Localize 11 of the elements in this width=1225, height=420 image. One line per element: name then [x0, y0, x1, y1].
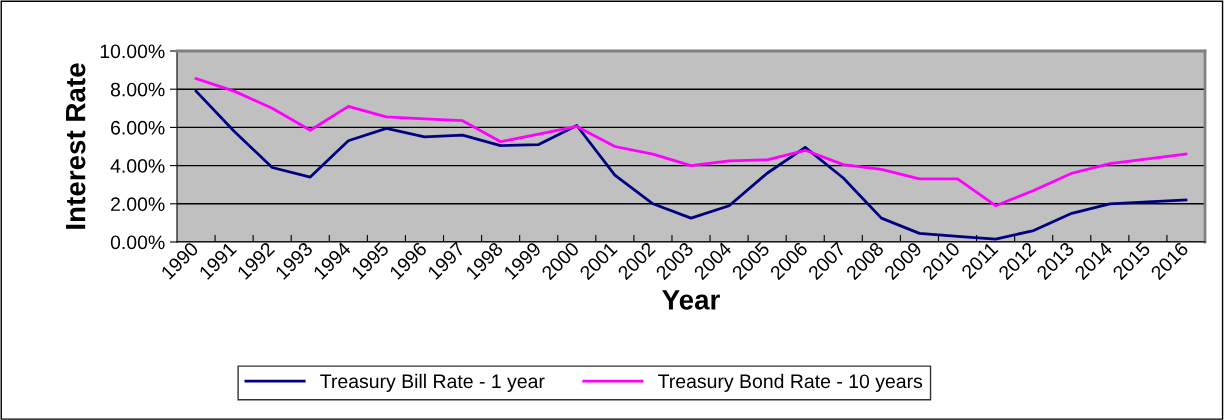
y-tick-label: 10.00% [100, 44, 165, 59]
y-axis-title: Interest Rate [66, 63, 86, 229]
legend-label: Treasury Bond Rate - 10 years [658, 373, 923, 392]
x-axis-title: Year [662, 290, 720, 310]
y-tick-label: 4.00% [110, 159, 165, 173]
y-tick-label: 2.00% [111, 197, 165, 212]
y-tick-label: 6.00% [111, 120, 165, 135]
y-tick-label: 8.00% [110, 82, 165, 97]
line-series [194, 77, 1188, 208]
legend-label: Treasury Bill Rate - 1 year [320, 373, 545, 392]
line-series [194, 89, 1188, 241]
